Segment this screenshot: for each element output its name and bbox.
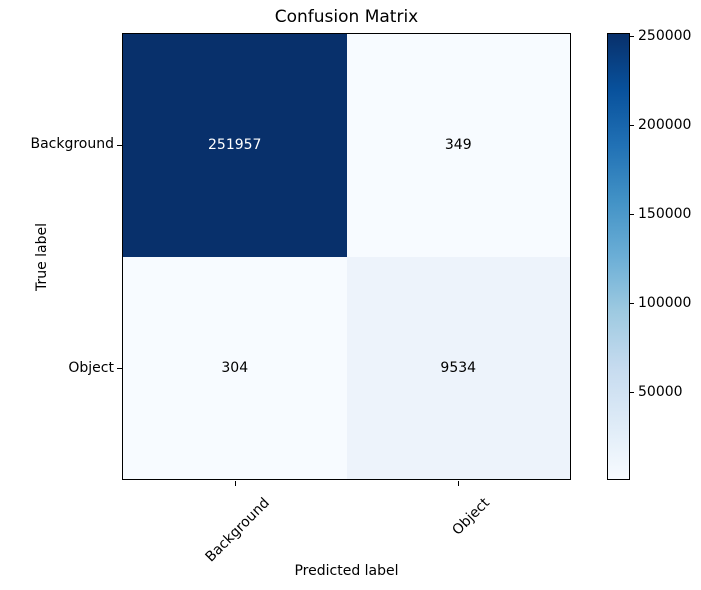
colorbar [607,33,630,480]
y-tick-label-background: Background [30,136,114,152]
colorbar-tick-mark [630,214,634,215]
colorbar-tick-mark [630,392,634,393]
colorbar-tick-mark [630,125,634,126]
matrix-cell-true-object-pred-background: 304 [123,256,347,479]
colorbar-tick-label: 100000 [638,295,692,311]
colorbar-tick-label: 250000 [638,28,692,44]
cell-value: 349 [444,137,472,154]
cell-value: 9534 [440,359,477,376]
confusion-matrix-heatmap: 251957 349 304 9534 [122,33,571,480]
x-axis-label: Predicted label [294,563,399,579]
x-tick-mark [458,481,459,486]
colorbar-tick-label: 150000 [638,206,692,222]
chart-title: Confusion Matrix [274,7,419,27]
cell-value: 251957 [208,137,262,154]
colorbar-tick-label: 50000 [638,384,683,400]
y-axis-label: True label [34,222,50,292]
x-tick-mark [235,481,236,486]
cell-value: 304 [221,359,249,376]
matrix-cell-true-background-pred-background: 251957 [123,34,347,257]
matrix-cell-true-object-pred-object: 9534 [346,256,570,479]
y-tick-label-object: Object [68,360,114,376]
y-tick-mark [117,368,122,369]
matrix-cell-true-background-pred-object: 349 [346,34,570,257]
y-tick-mark [117,145,122,146]
colorbar-tick-mark [630,36,634,37]
colorbar-tick-mark [630,303,634,304]
colorbar-tick-label: 200000 [638,117,692,133]
